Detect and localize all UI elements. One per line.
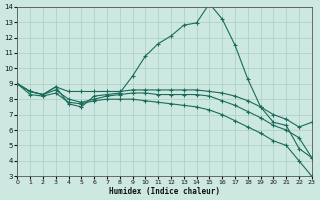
X-axis label: Humidex (Indice chaleur): Humidex (Indice chaleur) xyxy=(109,187,220,196)
